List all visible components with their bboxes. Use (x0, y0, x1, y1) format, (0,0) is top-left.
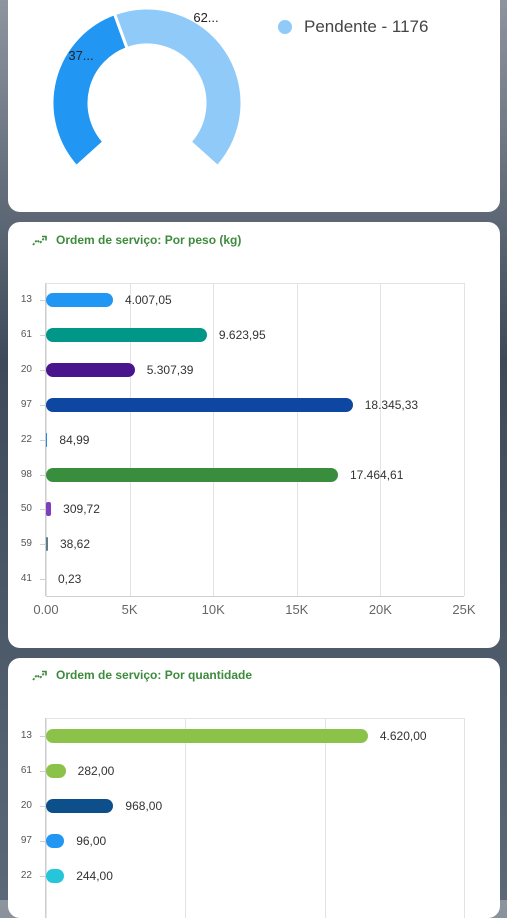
legend-dot (278, 20, 292, 34)
bar-value-label: 244,00 (76, 869, 113, 883)
x-tick-label: 15K (285, 602, 309, 617)
y-tick-mark (40, 841, 45, 842)
gridline (380, 283, 382, 596)
status-donut-chart: 37... 62... (50, 6, 244, 169)
weight-card-title: Ordem de serviço: Por peso (kg) (32, 233, 241, 247)
y-tick-mark (40, 369, 45, 371)
gridline (464, 283, 465, 596)
category-label: 13 (20, 730, 32, 741)
weight-card-title-text: Ordem de serviço: Por peso (kg) (56, 233, 242, 247)
donut-segment-2[interactable] (112, 6, 244, 169)
bar[interactable] (46, 362, 135, 377)
x-tick-label: 20K (368, 602, 392, 617)
bar-value-label: 5.307,39 (146, 362, 194, 377)
y-tick-mark (40, 404, 45, 406)
quantity-card-title-text: Ordem de serviço: Por quantidade (56, 668, 253, 682)
category-label: 50 (20, 503, 32, 515)
gridline (185, 718, 187, 918)
plot-top-border (46, 283, 464, 284)
category-label: 20 (20, 800, 32, 811)
bar-value-label: 84,99 (59, 432, 90, 447)
y-axis (45, 718, 46, 918)
y-tick-mark (40, 300, 45, 301)
bar[interactable] (46, 834, 65, 848)
y-tick-mark (40, 509, 45, 511)
gridline (46, 718, 47, 918)
gridline (324, 718, 326, 918)
gridline (129, 283, 131, 596)
trending-chart-icon (32, 670, 47, 681)
category-label: 20 (20, 363, 32, 375)
trending-chart-icon (32, 235, 47, 246)
y-tick-mark (40, 806, 45, 807)
donut-label-2: 62... (193, 10, 218, 25)
bar-value-label: 282,00 (77, 764, 115, 778)
category-label: 61 (20, 328, 32, 340)
bar[interactable] (46, 869, 65, 883)
bar[interactable] (46, 764, 66, 778)
bar[interactable] (46, 293, 113, 307)
bar[interactable] (46, 537, 48, 552)
bar[interactable] (46, 467, 338, 482)
bar-value-label: 968,00 (125, 799, 163, 813)
bar[interactable] (46, 432, 48, 447)
category-label: 97 (20, 835, 32, 846)
bar[interactable] (46, 729, 368, 743)
x-tick-label: 5K (121, 602, 138, 617)
bar-value-label: 38,62 (60, 537, 91, 552)
x-tick-label: 0.00 (33, 602, 59, 617)
donut-segment-1[interactable] (50, 11, 130, 169)
y-tick-mark (40, 771, 45, 772)
y-tick-mark (40, 439, 45, 441)
category-label: 59 (20, 538, 32, 550)
y-tick-mark (40, 334, 45, 336)
bar[interactable] (46, 397, 353, 412)
y-tick-mark (40, 579, 45, 581)
bar-value-label: 9.623,95 (218, 327, 266, 342)
bar-value-label: 4.620,00 (379, 729, 427, 743)
y-tick-mark (40, 876, 45, 877)
quantity-chart-card: Ordem de serviço: Por quantidade 13 4.620… (8, 658, 500, 918)
bar-value-label: 96,00 (76, 834, 107, 848)
weight-chart-card: Ordem de serviço: Por peso (kg) 0.00 5K 10… (8, 222, 500, 648)
gridline (464, 718, 465, 918)
gridline (296, 283, 298, 596)
y-axis (45, 283, 46, 596)
donut-label-1: 37... (68, 48, 93, 63)
bar[interactable] (46, 327, 207, 342)
y-tick-mark (40, 544, 45, 546)
bar-value-label: 4.007,05 (124, 293, 172, 307)
bar[interactable] (46, 502, 52, 517)
y-tick-mark (40, 736, 45, 737)
x-tick-label: 10K (201, 602, 225, 617)
category-label: 98 (20, 468, 32, 480)
bar-value-label: 17.464,61 (350, 467, 404, 482)
legend-item-pendente[interactable]: Pendente - 1176 (278, 17, 428, 37)
y-tick-mark (40, 474, 45, 476)
bar[interactable] (46, 799, 114, 813)
x-tick-label: 25K (452, 602, 476, 617)
bar-value-label: 18.345,33 (364, 397, 419, 412)
category-label: 61 (20, 765, 32, 776)
category-label: 41 (20, 573, 32, 585)
x-axis (46, 596, 464, 597)
quantity-card-title: Ordem de serviço: Por quantidade (32, 668, 252, 682)
category-label: 22 (20, 433, 32, 445)
legend-label: Pendente - 1176 (304, 17, 429, 36)
category-label: 13 (20, 294, 32, 305)
gridline (213, 283, 215, 596)
category-label: 22 (20, 870, 32, 881)
bar-value-label: 0,23 (58, 572, 82, 587)
category-label: 97 (20, 398, 32, 410)
plot-top-border (46, 718, 464, 719)
status-chart-card: 37... 62... Pendente - 1176 (8, 0, 500, 212)
bar-value-label: 309,72 (63, 502, 100, 517)
